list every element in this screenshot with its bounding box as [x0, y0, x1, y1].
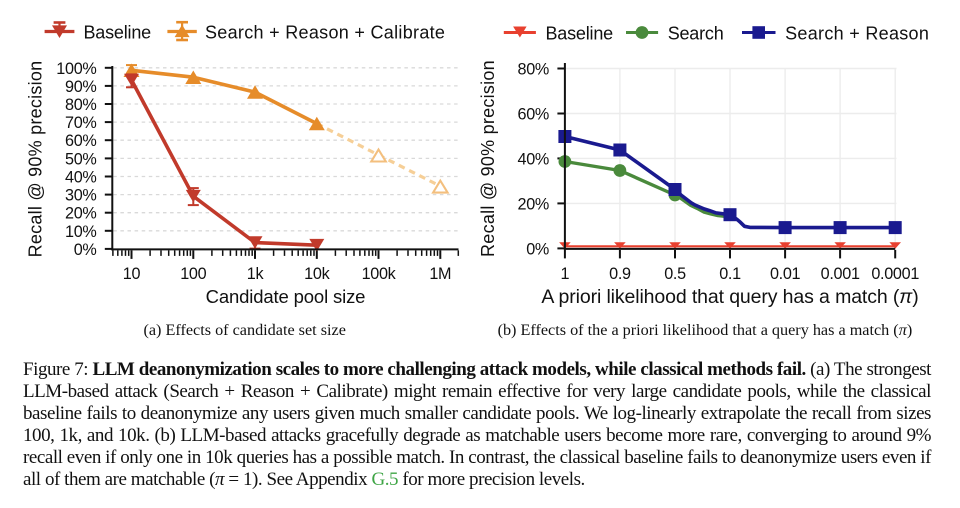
- svg-text:Recall @ 90% precision: Recall @ 90% precision: [26, 61, 46, 258]
- svg-text:100: 100: [180, 265, 206, 283]
- svg-text:40%: 40%: [65, 168, 97, 186]
- svg-text:80%: 80%: [65, 96, 97, 114]
- svg-text:10: 10: [123, 265, 141, 283]
- svg-text:1M: 1M: [429, 265, 451, 283]
- svg-text:0.0001: 0.0001: [871, 265, 919, 283]
- svg-text:0.001: 0.001: [821, 265, 860, 283]
- svg-text:0.01: 0.01: [770, 265, 801, 283]
- svg-text:80%: 80%: [518, 60, 550, 78]
- svg-text:30%: 30%: [65, 187, 97, 205]
- svg-text:1: 1: [561, 265, 570, 283]
- svg-text:A priori likelihood that query: A priori likelihood that query has a mat…: [541, 286, 918, 308]
- svg-text:Baseline: Baseline: [84, 23, 152, 43]
- svg-text:10%: 10%: [65, 223, 97, 241]
- svg-text:0%: 0%: [526, 240, 549, 258]
- svg-text:0%: 0%: [74, 241, 97, 259]
- svg-text:60%: 60%: [518, 105, 550, 123]
- svg-text:90%: 90%: [65, 78, 97, 96]
- svg-text:60%: 60%: [65, 132, 97, 150]
- svg-text:Candidate pool size: Candidate pool size: [206, 286, 366, 307]
- svg-text:10k: 10k: [304, 265, 330, 283]
- svg-text:Search: Search: [668, 23, 724, 43]
- svg-text:Search + Reason: Search + Reason: [785, 23, 929, 43]
- svg-text:70%: 70%: [65, 114, 97, 132]
- svg-text:0.1: 0.1: [719, 265, 741, 283]
- svg-text:0.9: 0.9: [609, 265, 631, 283]
- svg-text:100k: 100k: [362, 265, 397, 283]
- svg-text:Baseline: Baseline: [546, 23, 614, 43]
- svg-text:Search + Reason + Calibrate: Search + Reason + Calibrate: [205, 23, 445, 43]
- svg-text:40%: 40%: [518, 150, 550, 168]
- svg-text:1k: 1k: [247, 265, 265, 283]
- svg-text:20%: 20%: [65, 205, 97, 223]
- svg-text:50%: 50%: [65, 150, 97, 168]
- svg-text:100%: 100%: [56, 60, 96, 78]
- svg-text:0.5: 0.5: [664, 265, 686, 283]
- svg-text:20%: 20%: [518, 195, 550, 213]
- svg-text:Recall @ 90% precision: Recall @ 90% precision: [478, 60, 498, 257]
